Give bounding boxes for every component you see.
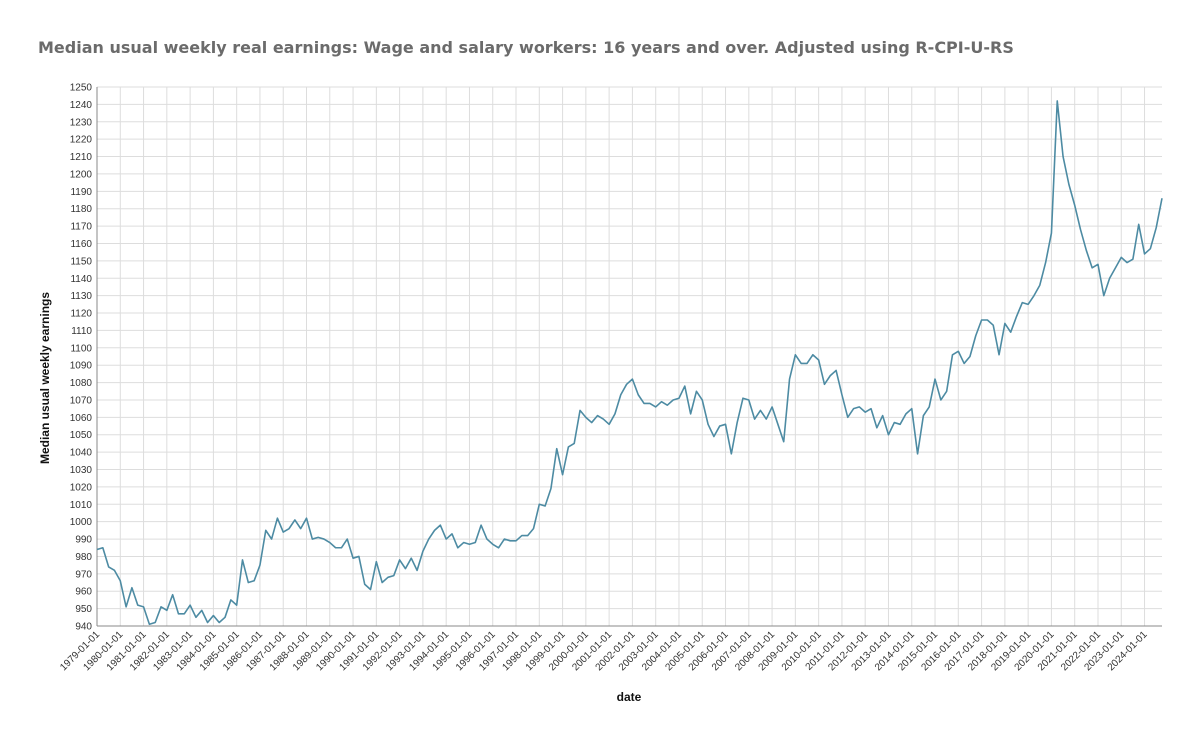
y-tick-label: 940 (75, 622, 92, 633)
y-tick-label: 1010 (70, 500, 93, 511)
y-tick-label: 950 (75, 604, 92, 615)
x-axis-ticks: 1979-01-011980-01-011981-01-011982-01-01… (58, 629, 1150, 673)
y-tick-label: 1030 (70, 465, 93, 476)
y-tick-label: 1110 (71, 326, 92, 337)
x-axis-label: date (617, 690, 642, 704)
y-tick-label: 1190 (70, 187, 92, 198)
y-tick-label: 960 (75, 587, 92, 598)
y-tick-label: 1250 (70, 83, 93, 94)
y-tick-label: 1000 (70, 517, 93, 528)
y-tick-label: 1060 (70, 413, 93, 424)
y-tick-label: 970 (75, 569, 92, 580)
y-tick-label: 1130 (70, 291, 92, 302)
y-tick-label: 1160 (70, 239, 92, 250)
series-line (96, 100, 1163, 626)
y-axis-label: Median usual weekly earnings (38, 292, 52, 464)
y-tick-label: 1100 (70, 343, 92, 354)
y-tick-label: 1220 (70, 135, 93, 146)
chart-title: Median usual weekly real earnings: Wage … (38, 38, 1014, 57)
y-tick-label: 1150 (70, 256, 92, 267)
y-tick-label: 1200 (70, 169, 93, 180)
y-tick-label: 1180 (70, 204, 92, 215)
y-axis-ticks: 940 950 960 970 980 990 1000 1010 1020 1030 1040 10… (70, 83, 93, 633)
y-tick-label: 990 (75, 535, 92, 546)
y-tick-label: 980 (75, 552, 92, 563)
y-tick-label: 1210 (70, 152, 93, 163)
y-tick-label: 1050 (70, 430, 93, 441)
grid-lines (96, 86, 1162, 627)
y-tick-label: 1020 (70, 482, 93, 493)
y-tick-label: 1240 (70, 100, 93, 111)
y-tick-label: 1090 (70, 361, 93, 372)
y-tick-label: 1140 (70, 274, 92, 285)
y-tick-label: 1230 (70, 117, 93, 128)
y-tick-label: 1070 (70, 395, 93, 406)
y-tick-label: 1120 (70, 309, 92, 320)
y-tick-label: 1040 (70, 448, 93, 459)
y-tick-label: 1080 (70, 378, 93, 389)
y-tick-label: 1170 (70, 222, 92, 233)
